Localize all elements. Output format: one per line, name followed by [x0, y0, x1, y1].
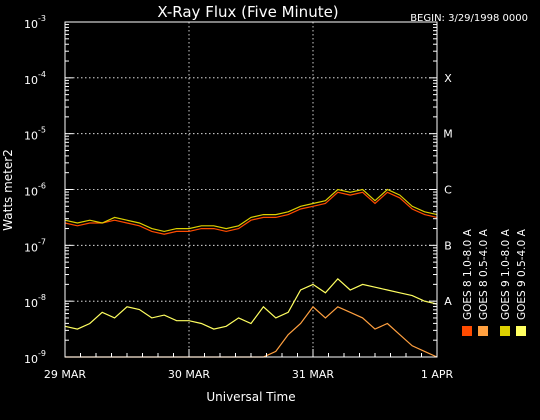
y-axis-ticks: 10-9 10-8 10-7 10-6 10-5 10-4 10-3	[24, 14, 437, 366]
legend-label: GOES 9 0.5-4.0 A	[516, 228, 528, 320]
legend: GOES 8 1.0-8.0 A GOES 8 0.5-4.0 A GOES 9 1…	[462, 228, 528, 336]
y-tick-label: 10-5	[24, 126, 46, 143]
legend-swatch	[516, 326, 526, 336]
x-tick-label: 30 MAR	[168, 368, 211, 381]
flare-class-label: M	[443, 128, 453, 141]
legend-swatch	[500, 326, 510, 336]
legend-label: GOES 9 1.0-8.0 A	[500, 228, 512, 320]
legend-swatch	[462, 326, 472, 336]
y-tick-label: 10-6	[24, 182, 46, 199]
x-tick-label: 29 MAR	[44, 368, 87, 381]
x-axis-ticks: 29 MAR 30 MAR 31 MAR 1 APR	[44, 349, 454, 381]
flare-class-label: B	[444, 239, 452, 252]
flare-class-label: A	[444, 295, 452, 308]
flare-class-labels: X M C B A	[443, 72, 453, 308]
series-line-4	[64, 277, 438, 330]
y-tick-label: 10-7	[24, 237, 46, 254]
legend-label: GOES 8 1.0-8.0 A	[462, 228, 474, 320]
flare-class-label: C	[444, 184, 452, 197]
series-line-3	[64, 188, 438, 233]
legend-label: GOES 8 0.5-4.0 A	[478, 228, 490, 320]
y-tick-label: 10-8	[24, 293, 46, 310]
y-tick-label: 10-3	[24, 14, 46, 31]
flare-class-label: X	[444, 72, 452, 85]
begin-label: BEGIN: 3/29/1998 0000	[410, 13, 528, 24]
x-axis-label: Universal Time	[206, 390, 295, 404]
chart-title: X-Ray Flux (Five Minute)	[157, 3, 338, 21]
y-tick-label: 10-4	[24, 70, 46, 87]
series-line-1	[64, 191, 438, 235]
y-axis-label: Watts meter2	[1, 149, 15, 231]
legend-swatch	[478, 326, 488, 336]
y-tick-label: 10-9	[24, 349, 46, 366]
x-tick-label: 1 APR	[421, 368, 454, 381]
x-tick-label: 31 MAR	[292, 368, 335, 381]
